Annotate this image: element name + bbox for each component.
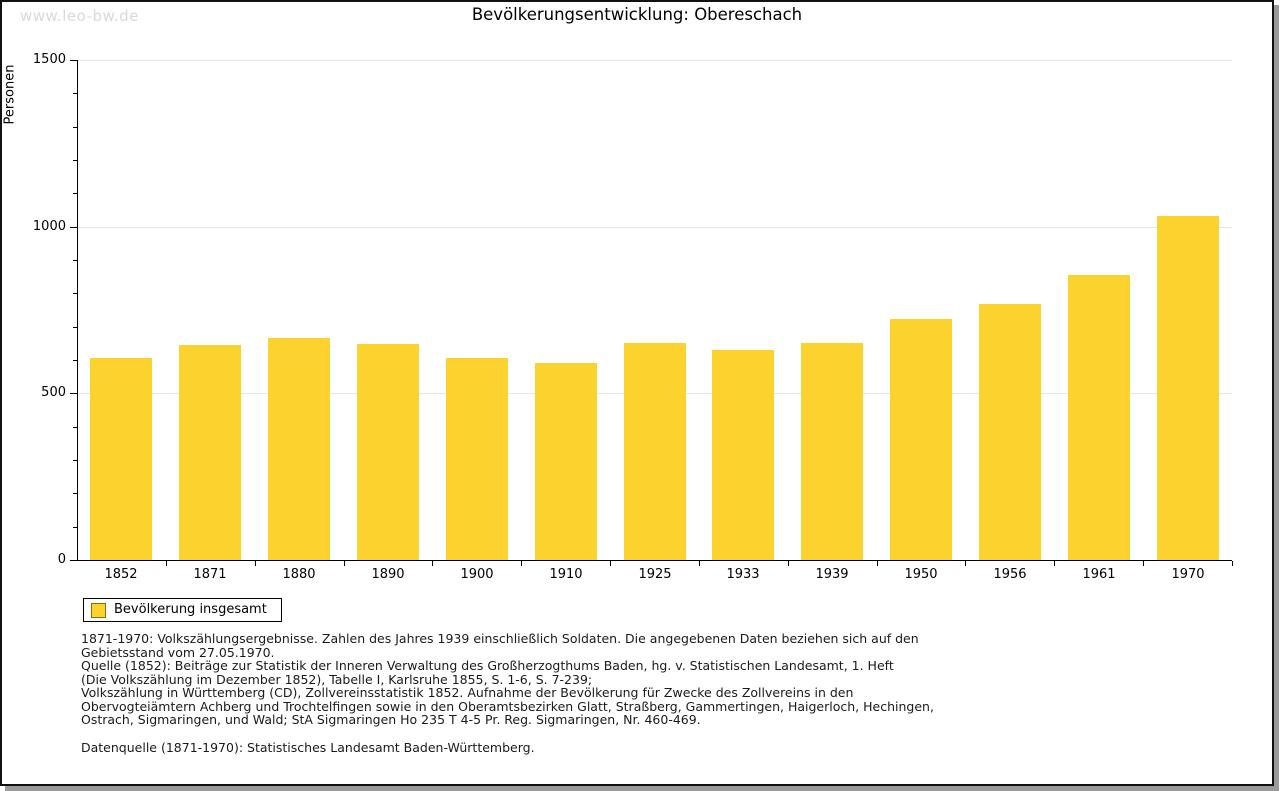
y-tick [70, 227, 77, 228]
bar [712, 350, 774, 560]
minor-y-tick [73, 427, 77, 428]
x-tick-label: 1925 [638, 567, 672, 582]
watermark: www.leo-bw.de [20, 7, 139, 25]
bar [890, 319, 952, 560]
x-tick [432, 561, 433, 566]
bar [1157, 216, 1219, 560]
footnotes: 1871-1970: Volkszählungsergebnisse. Zahl… [81, 632, 934, 727]
x-tick-label: 1933 [726, 567, 760, 582]
x-tick [610, 561, 611, 566]
minor-y-tick [73, 493, 77, 494]
minor-y-tick [73, 327, 77, 328]
minor-y-tick [73, 193, 77, 194]
x-tick [699, 561, 700, 566]
bar [801, 343, 863, 560]
minor-y-tick [73, 93, 77, 94]
grid-line [77, 227, 1232, 228]
x-tick-label: 1950 [904, 567, 938, 582]
x-tick-label: 1910 [549, 567, 583, 582]
x-tick [877, 561, 878, 566]
y-tick-label: 500 [41, 385, 66, 400]
bar [446, 358, 508, 560]
footnote-line: Volkszählung in Württemberg (CD), Zollve… [81, 685, 854, 700]
bar [535, 363, 597, 560]
x-tick [965, 561, 966, 566]
y-axis [77, 60, 78, 561]
y-tick-label: 1000 [32, 219, 66, 234]
x-tick-label: 1970 [1171, 567, 1205, 582]
footnote-line: Quelle (1852): Beiträge zur Statistik de… [81, 658, 894, 673]
y-tick-label: 1500 [32, 52, 66, 67]
bar [90, 358, 152, 560]
datasource-line: Datenquelle (1871-1970): Statistisches L… [81, 740, 535, 755]
x-tick-label: 1880 [282, 567, 316, 582]
chart-title: Bevölkerungsentwicklung: Obereschach [471, 5, 803, 24]
bar [979, 304, 1041, 560]
x-tick [255, 561, 256, 566]
x-tick [166, 561, 167, 566]
footnote-line: (Die Volkszählung im Dezember 1852), Tab… [81, 671, 593, 687]
y-tick [70, 60, 77, 61]
y-tick [70, 393, 77, 394]
x-tick-label: 1890 [371, 567, 405, 582]
x-axis [77, 560, 1232, 561]
minor-y-tick [73, 527, 77, 528]
bar [268, 338, 330, 560]
x-tick-label: 1939 [815, 567, 849, 582]
minor-y-tick [73, 260, 77, 261]
footnote-line: 1871-1970: Volkszählungsergebnisse. Zahl… [81, 631, 919, 646]
minor-y-tick [73, 127, 77, 128]
footnote-line: Obervogteiämtern Achberg und Trochtelfin… [81, 698, 934, 714]
minor-y-tick [73, 460, 77, 461]
x-tick [788, 561, 789, 566]
x-tick-label: 1871 [193, 567, 227, 582]
minor-y-tick [73, 160, 77, 161]
x-tick [1143, 561, 1144, 566]
x-tick-label: 1852 [104, 567, 138, 582]
grid-line [77, 60, 1232, 61]
y-tick-label: 0 [57, 552, 66, 567]
x-tick-label: 1961 [1082, 567, 1116, 582]
x-tick [1232, 561, 1233, 566]
x-tick [521, 561, 522, 566]
y-tick [70, 560, 77, 561]
bar [1068, 275, 1130, 560]
minor-y-tick [73, 293, 77, 294]
footnote-line: Gebietsstand vom 27.05.1970. [81, 644, 275, 660]
x-tick-label: 1900 [460, 567, 494, 582]
bar [179, 345, 241, 560]
bar [624, 343, 686, 560]
legend-label: Bevölkerung insgesamt [114, 602, 267, 617]
legend-swatch-icon [91, 603, 106, 618]
minor-y-tick [73, 360, 77, 361]
footnote-line: Ostrach, Sigmaringen, und Wald; StA Sigm… [81, 712, 701, 727]
bar [357, 344, 419, 560]
x-tick-label: 1956 [993, 567, 1027, 582]
legend: Bevölkerung insgesamt [83, 598, 282, 622]
x-tick [344, 561, 345, 566]
x-tick [1054, 561, 1055, 566]
